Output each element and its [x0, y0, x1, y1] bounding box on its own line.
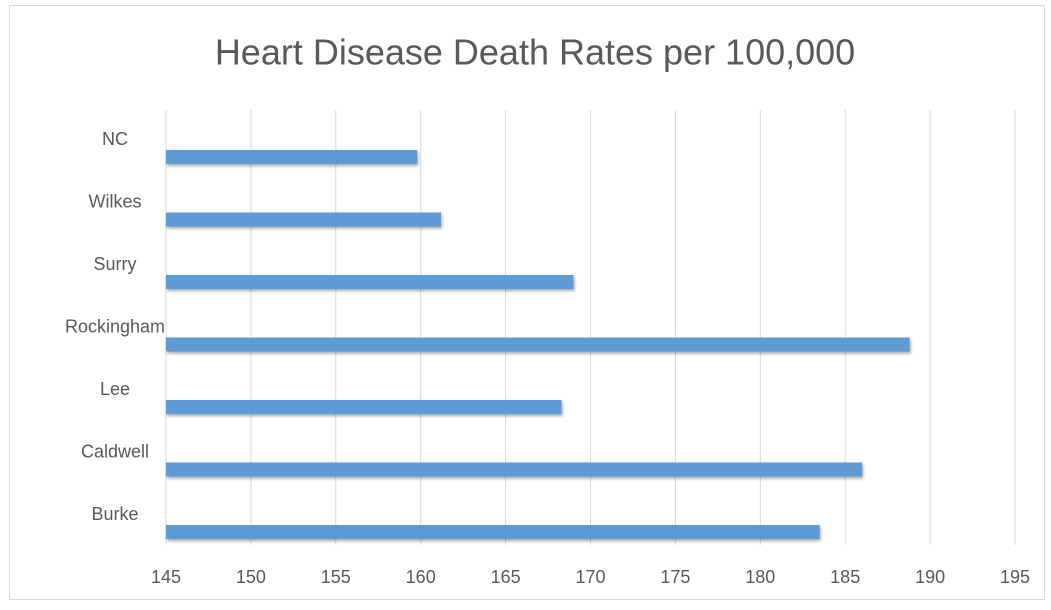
y-tick-label: Rockingham — [65, 316, 165, 336]
bar — [166, 337, 910, 352]
bar — [166, 275, 574, 289]
bar — [166, 525, 820, 539]
x-tick-label: 165 — [491, 567, 521, 587]
x-tick-label: 145 — [151, 567, 181, 587]
x-tick-label: 160 — [406, 567, 436, 587]
bar — [166, 462, 863, 477]
bar — [166, 150, 418, 164]
x-tick-label: 190 — [915, 567, 945, 587]
y-tick-label: Lee — [100, 379, 130, 399]
x-tick-label: 195 — [1000, 567, 1030, 587]
chart-border — [9, 5, 1045, 600]
y-tick-label: Wilkes — [89, 191, 142, 211]
x-tick-label: 150 — [236, 567, 266, 587]
x-tick-label: 170 — [575, 567, 605, 587]
y-tick-label: Surry — [93, 254, 136, 274]
y-tick-label: NC — [102, 129, 128, 149]
bar — [166, 212, 442, 227]
y-tick-label: Caldwell — [81, 441, 149, 461]
x-tick-label: 185 — [830, 567, 860, 587]
x-tick-label: 175 — [660, 567, 690, 587]
bar — [166, 400, 562, 414]
y-tick-label: Burke — [91, 504, 138, 524]
x-tick-label: 180 — [745, 567, 775, 587]
chart-title: Heart Disease Death Rates per 100,000 — [215, 32, 855, 73]
x-tick-label: 155 — [321, 567, 351, 587]
